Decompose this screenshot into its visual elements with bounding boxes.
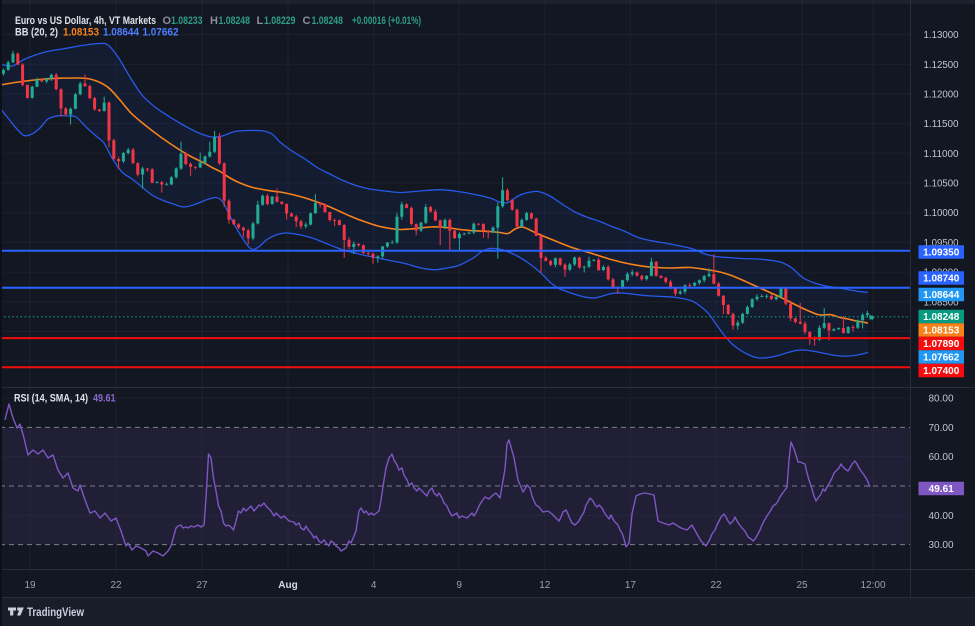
svg-text:1.07400: 1.07400 [923,366,960,377]
svg-text:1.08233: 1.08233 [171,15,203,27]
svg-text:H: H [210,15,218,27]
svg-text:1.08153: 1.08153 [63,27,99,39]
svg-text:1.12500: 1.12500 [924,60,959,71]
svg-text:25: 25 [796,580,808,591]
svg-text:70.00: 70.00 [929,423,954,434]
svg-text:1.09500: 1.09500 [924,238,959,249]
svg-text:27: 27 [196,580,208,591]
svg-text:49.61: 49.61 [93,393,116,405]
svg-text:1.08740: 1.08740 [923,274,960,285]
svg-text:C: C [303,15,311,27]
svg-text:L: L [257,15,264,27]
svg-text:TradingView: TradingView [27,605,85,619]
svg-text:1.08644: 1.08644 [923,290,960,301]
svg-text:12:00: 12:00 [860,580,885,591]
svg-text:1.10000: 1.10000 [924,208,959,219]
svg-text:Euro vs US Dollar, 4h, VT Mark: Euro vs US Dollar, 4h, VT Markets [15,15,156,27]
svg-text:19: 19 [24,580,36,591]
svg-text:1.12000: 1.12000 [924,90,959,101]
svg-text:+0.00016 (+0.01%): +0.00016 (+0.01%) [352,15,421,27]
svg-text:1.08229: 1.08229 [264,15,296,27]
svg-text:BB (20, 2): BB (20, 2) [15,27,58,39]
svg-text:1.08500: 1.08500 [924,297,959,308]
svg-text:49.61: 49.61 [929,484,954,495]
svg-text:1.07662: 1.07662 [143,27,179,39]
svg-text:40.00: 40.00 [929,511,954,522]
svg-text:1.08248: 1.08248 [923,312,960,323]
svg-text:17: 17 [625,580,637,591]
svg-text:60.00: 60.00 [929,452,954,463]
svg-text:4: 4 [371,580,377,591]
svg-text:1.10500: 1.10500 [924,179,959,190]
svg-text:22: 22 [710,580,722,591]
svg-text:Aug: Aug [278,580,297,591]
svg-text:1.09350: 1.09350 [923,248,960,259]
svg-text:9: 9 [456,580,462,591]
svg-text:1.11000: 1.11000 [924,149,959,160]
svg-text:80.00: 80.00 [929,394,954,405]
svg-text:1.11500: 1.11500 [924,119,959,130]
svg-text:1.07890: 1.07890 [923,339,960,350]
svg-text:1.08644: 1.08644 [103,27,140,39]
svg-text:1.13000: 1.13000 [924,30,959,41]
svg-text:30.00: 30.00 [929,540,954,551]
svg-text:1.07662: 1.07662 [923,353,960,364]
svg-text:1.08153: 1.08153 [923,326,960,337]
svg-text:22: 22 [110,580,122,591]
svg-text:RSI (14, SMA, 14): RSI (14, SMA, 14) [14,393,88,405]
svg-text:1.08248: 1.08248 [312,15,344,27]
svg-text:O: O [163,15,172,27]
svg-text:1.08248: 1.08248 [219,15,251,27]
svg-text:12: 12 [539,580,551,591]
